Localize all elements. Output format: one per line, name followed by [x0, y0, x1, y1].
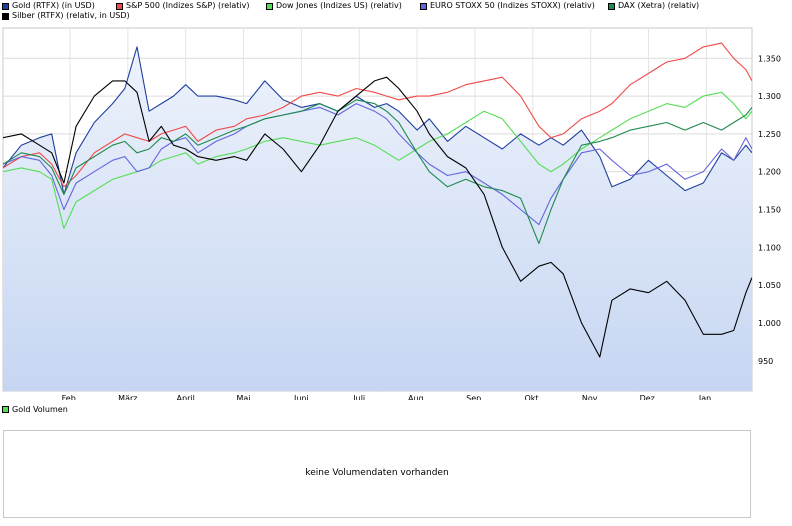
x-tick-label: März [118, 394, 137, 400]
y-tick-label: 1.250 [758, 130, 781, 139]
x-tick-label: April [177, 394, 195, 400]
legend-label-gold: Gold (RTFX) (in USD) [12, 1, 95, 10]
series-line-2 [3, 91, 752, 229]
volume-legend[interactable]: Gold Volumen [2, 405, 68, 414]
legend-label-dax: DAX (Xetra) (relativ) [618, 1, 700, 10]
legend-swatch-sp500 [116, 2, 123, 10]
y-tick-label: 950 [758, 357, 773, 366]
x-tick-label: Sep. [466, 394, 484, 400]
series-line-3 [3, 103, 752, 226]
legend-swatch-gold [2, 2, 9, 10]
series-line-1 [3, 42, 752, 188]
legend-swatch-euro [420, 2, 427, 10]
legend-label-silver: Silber (RTFX) (relativ, in USD) [12, 11, 130, 20]
legend-swatch-dax [608, 2, 615, 10]
y-tick-label: 1.150 [758, 206, 781, 215]
legend-swatch-silver [2, 12, 9, 20]
y-axis: 950 1.000 1.050 1.100 1.150 1.200 1.250 1.300 1.… [758, 54, 781, 366]
price-chart: 950 1.000 1.050 1.100 1.150 1.200 1.250 1.300 1.… [2, 27, 781, 400]
x-tick-label: Feb. [62, 394, 79, 400]
legend-item-sp500[interactable]: S&P 500 (Indizes S&P) (relativ) [116, 1, 249, 11]
series-layer [3, 42, 752, 391]
x-tick-label: Nov. [582, 394, 600, 400]
volume-swatch [2, 406, 9, 413]
legend-label-euro: EURO STOXX 50 (Indizes STOXX) (relativ) [430, 1, 595, 10]
volume-empty-message: keine Volumendaten vorhanden [305, 468, 449, 478]
y-tick-label: 1.350 [758, 54, 781, 63]
legend-label-sp500: S&P 500 (Indizes S&P) (relativ) [126, 1, 250, 10]
legend-item-dow[interactable]: Dow Jones (Indizes US) (relativ) [266, 1, 402, 11]
y-tick-label: 1.000 [758, 319, 781, 328]
legend-item-dax[interactable]: DAX (Xetra) (relativ) [608, 1, 699, 11]
legend-label-dow: Dow Jones (Indizes US) (relativ) [276, 1, 402, 10]
legend-item-silver[interactable]: Silber (RTFX) (relativ, in USD) [2, 11, 130, 21]
x-tick-label: Dez. [640, 394, 658, 400]
y-tick-label: 1.050 [758, 281, 781, 290]
series-line-0 [3, 46, 752, 195]
legend-item-gold[interactable]: Gold (RTFX) (in USD) [2, 1, 95, 11]
x-tick-label: Mai [237, 394, 251, 400]
series-line-4 [3, 99, 752, 245]
x-tick-label: Juni [293, 394, 309, 400]
x-tick-label: Aug. [408, 394, 426, 400]
volume-legend-label: Gold Volumen [12, 405, 68, 414]
x-axis: Feb. März April Mai Juni Juli Aug. Sep. Okt. Nov.… [62, 394, 714, 400]
series-area-gold [3, 46, 752, 391]
x-tick-label: Juli [352, 394, 365, 400]
legend-item-euro[interactable]: EURO STOXX 50 (Indizes STOXX) (relativ) [420, 1, 595, 11]
series-line-5 [3, 76, 752, 358]
legend-swatch-dow [266, 2, 273, 10]
x-tick-label: Okt. [524, 394, 541, 400]
y-tick-label: 1.200 [758, 168, 781, 177]
x-tick-label: Jan. [698, 394, 714, 400]
volume-panel: keine Volumendaten vorhanden [3, 430, 751, 518]
y-tick-label: 1.100 [758, 243, 781, 252]
y-tick-label: 1.300 [758, 92, 781, 101]
